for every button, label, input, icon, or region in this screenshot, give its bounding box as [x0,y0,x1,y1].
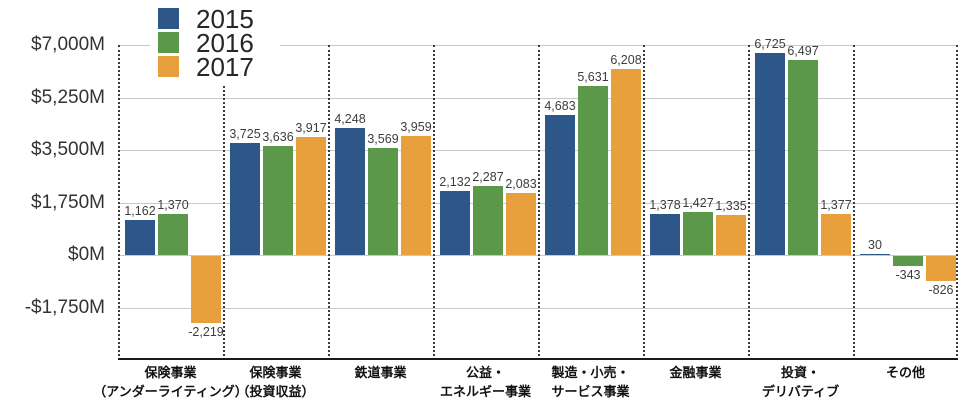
value-label-2017-category-6: 1,377 [820,197,852,212]
value-label-2017-category-1: 3,917 [295,121,327,136]
x-axis-label-category-0: 保険事業 （アンダーライティング） [93,365,248,399]
value-label-2015-category-1: 3,725 [229,127,261,142]
bar-2015-category-0[interactable] [125,220,155,255]
x-axis-label-category-3: 公益・ エネルギー事業 [439,365,531,399]
legend-swatch-2015 [158,8,179,29]
category-separator [853,45,855,360]
category-separator [538,45,540,360]
bar-2015-category-4[interactable] [545,114,575,255]
legend: 2015 2016 2017 [150,4,280,86]
y-tick-label: $7,000M [31,34,105,55]
bar-2017-category-3[interactable] [506,192,536,255]
value-label-2015-category-6: 6,725 [754,37,786,52]
category-separator [956,45,958,360]
y-tick-label: $3,500M [31,139,105,160]
value-label-2016-category-4: 5,631 [577,70,609,85]
legend-item-2016[interactable]: 2016 [158,27,254,58]
bar-2017-category-6[interactable] [821,213,851,255]
bar-2015-category-7[interactable] [860,254,890,255]
x-axis-label-category-5: 金融事業 [669,365,722,380]
bar-2017-category-5[interactable] [716,214,746,255]
legend-swatch-2017 [158,56,179,77]
legend-label-2016: 2016 [196,27,254,58]
bar-2016-category-7[interactable] [893,256,923,267]
x-axis-label-category-6: 投資・ デリバティブ [761,365,840,399]
bar-2015-category-6[interactable] [755,53,785,255]
x-axis-line [118,358,958,360]
y-tick-label: $0M [68,244,105,265]
value-label-2016-category-5: 1,427 [682,196,714,211]
bar-2016-category-4[interactable] [578,86,608,255]
value-label-2016-category-3: 2,287 [472,170,504,185]
legend-label-2015: 2015 [196,3,254,34]
category-separator [328,45,330,360]
legend-item-2017[interactable]: 2017 [158,51,254,82]
bar-2016-category-2[interactable] [368,147,398,255]
bar-2015-category-5[interactable] [650,213,680,255]
bar-2017-category-4[interactable] [611,68,641,255]
bar-2015-category-1[interactable] [230,143,260,255]
bar-2017-category-1[interactable] [296,137,326,255]
x-axis-label-category-1: 保険事業 （投資収益） [236,365,315,399]
bar-2017-category-7[interactable] [926,256,956,281]
bar-2015-category-3[interactable] [440,191,470,255]
legend-item-2015[interactable]: 2015 [158,3,254,34]
category-separator [223,45,225,360]
value-label-2017-category-4: 6,208 [610,52,642,67]
y-tick-label: -$1,750M [24,296,105,318]
value-label-2015-category-4: 4,683 [544,98,576,113]
plot-area: 1,162 1,370 -2,219 3,725 3,636 3,917 4,248 3,56… [118,37,958,360]
category-separator [118,45,120,360]
value-label-2016-category-6: 6,497 [787,44,819,59]
bar-2016-category-5[interactable] [683,212,713,255]
bar-2016-category-3[interactable] [473,186,503,255]
value-label-2017-category-2: 3,959 [400,120,432,135]
value-label-2017-category-7: -826 [928,282,954,297]
bar-2017-category-2[interactable] [401,136,431,255]
value-label-2015-category-2: 4,248 [334,111,366,126]
value-label-2015-category-0: 1,162 [124,204,156,219]
y-tick-label: $5,250M [31,86,105,108]
value-label-2017-category-3: 2,083 [505,176,537,191]
value-label-2017-category-0: -2,219 [188,324,224,339]
y-tick-label: $1,750M [31,191,105,213]
category-separator [433,45,435,360]
x-axis-label-category-2: 鉄道事業 [354,365,407,380]
x-axis-label-category-7: その他 [885,365,925,380]
value-label-2017-category-5: 1,335 [715,198,747,213]
category-separator [643,45,645,360]
value-label-2016-category-2: 3,569 [367,131,399,146]
value-label-2016-category-0: 1,370 [157,197,189,212]
bar-2016-category-1[interactable] [263,145,293,255]
value-label-2016-category-7: -343 [895,268,921,283]
value-label-2015-category-5: 1,378 [649,197,681,212]
legend-swatch-2016 [158,32,179,53]
value-label-2016-category-1: 3,636 [262,129,294,144]
bar-2015-category-2[interactable] [335,127,365,255]
x-axis-label-category-4: 製造・小売・ サービス事業 [551,365,630,399]
category-separator [748,45,750,360]
value-label-2015-category-7: 30 [868,238,882,252]
bar-2016-category-6[interactable] [788,60,818,255]
bar-2016-category-0[interactable] [158,213,188,255]
legend-label-2017: 2017 [196,51,254,82]
value-label-2015-category-3: 2,132 [439,175,471,190]
bar-2017-category-0[interactable] [191,256,221,323]
